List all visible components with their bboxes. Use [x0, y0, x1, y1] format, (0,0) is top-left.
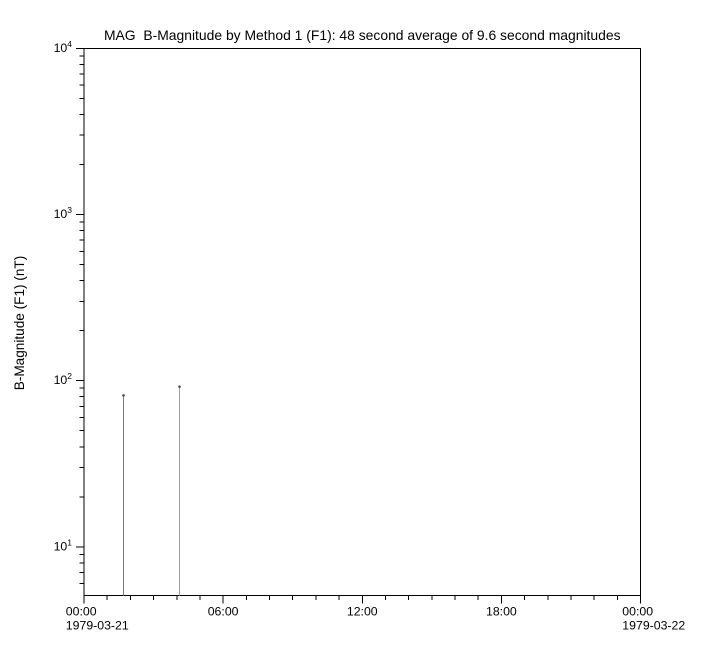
svg-text:1979-03-21: 1979-03-21: [66, 619, 129, 633]
svg-text:104: 104: [54, 39, 73, 55]
svg-text:103: 103: [54, 205, 73, 221]
svg-text:B-Magnitude (F1) (nT): B-Magnitude (F1) (nT): [12, 256, 27, 390]
svg-text:MAG B-Magnitude by Method 1 (: MAG B-Magnitude by Method 1 (F1): 48 sec…: [104, 27, 621, 43]
svg-text:18:00: 18:00: [486, 605, 517, 619]
svg-text:1979-03-22: 1979-03-22: [622, 619, 685, 633]
svg-text:00:00: 00:00: [66, 605, 97, 619]
svg-text:00:00: 00:00: [622, 605, 653, 619]
svg-text:06:00: 06:00: [208, 605, 239, 619]
svg-text:102: 102: [54, 371, 73, 387]
svg-text:12:00: 12:00: [347, 605, 378, 619]
svg-text:101: 101: [54, 537, 73, 553]
